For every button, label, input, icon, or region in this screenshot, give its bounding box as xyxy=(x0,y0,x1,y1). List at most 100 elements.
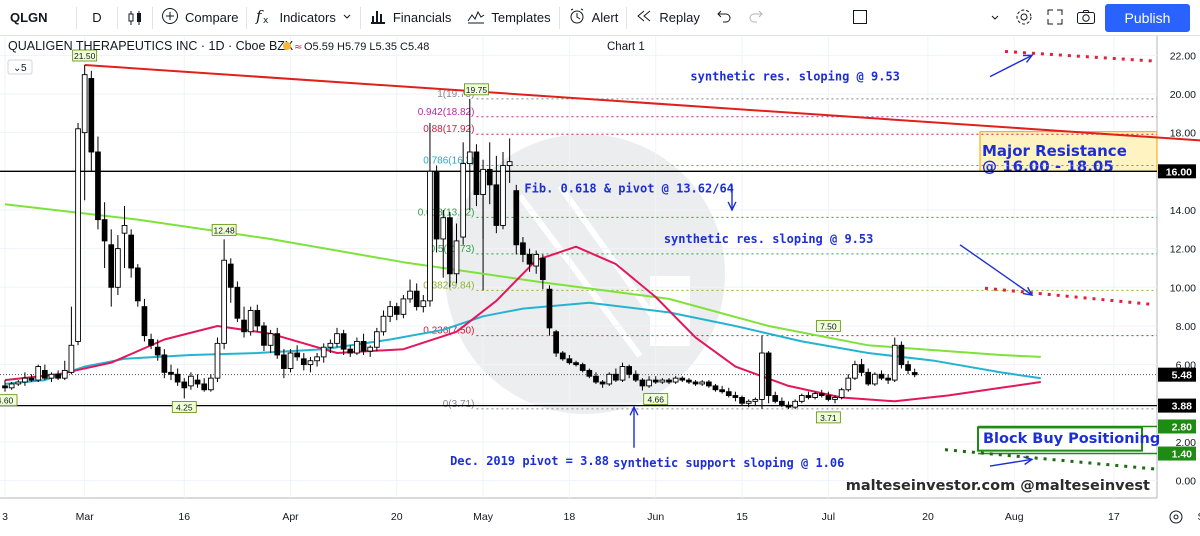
resolution-button[interactable]: D xyxy=(77,0,117,36)
candle xyxy=(221,239,227,350)
compare-button[interactable]: Compare xyxy=(153,0,246,36)
candle xyxy=(15,380,22,386)
arrow-shaft xyxy=(959,244,1033,296)
templates-button[interactable]: Templates xyxy=(459,0,558,36)
chart-annotation: synthetic res. sloping @ 9.53 xyxy=(690,69,900,83)
candle xyxy=(287,349,294,373)
candle xyxy=(320,343,327,363)
candle-body xyxy=(300,358,307,366)
candle-body xyxy=(55,373,61,379)
candle-body xyxy=(705,381,712,387)
save-layout-button[interactable] xyxy=(990,0,1000,36)
candle xyxy=(48,372,55,383)
layout-button[interactable] xyxy=(852,0,868,36)
candle-body xyxy=(473,151,480,195)
candles-icon xyxy=(126,9,144,27)
toolbar-divider xyxy=(359,6,361,29)
chart-type-button[interactable] xyxy=(118,0,152,36)
indicator-toggle[interactable]: ⌄ 5 xyxy=(7,59,33,75)
point-labels-layer: 21.50 19.75 12.48 7.50 4.60 4.25 4.66 3.71 xyxy=(0,49,841,424)
legend-flags: ≈ xyxy=(283,42,302,53)
price-tag: 5.48 xyxy=(1158,367,1196,382)
candle xyxy=(227,258,234,303)
candle-body xyxy=(134,267,141,302)
annotation-boxes-layer: Major Resistance@ 16.00 - 18.05 Block Buy… xyxy=(977,131,1160,455)
replay-button[interactable]: Replay xyxy=(627,0,707,36)
publish-button[interactable]: Publish xyxy=(1105,4,1190,32)
candle xyxy=(725,387,732,398)
snapshot-button[interactable] xyxy=(1076,0,1096,36)
candle-body xyxy=(659,379,666,383)
gear-icon xyxy=(1014,7,1034,30)
financials-label: Financials xyxy=(392,10,452,25)
candle-body xyxy=(566,358,573,364)
candle-body xyxy=(181,381,188,389)
price-tick-label: 22.00 xyxy=(1170,50,1196,62)
alert-button[interactable]: Alert xyxy=(560,0,627,36)
fib-level-label: 0.618(13.62) xyxy=(418,207,475,218)
candle-body xyxy=(393,306,400,315)
candle-body xyxy=(214,342,221,379)
financials-button[interactable]: Financials xyxy=(361,0,460,36)
time-axis[interactable] xyxy=(0,498,1200,536)
settings-button[interactable] xyxy=(1014,0,1034,36)
time-tick-label: Mar xyxy=(76,511,95,523)
chart-pane[interactable] xyxy=(0,36,1157,498)
candle-body xyxy=(161,354,168,373)
candle-body xyxy=(652,379,659,383)
candle xyxy=(553,329,559,357)
block-buy-box xyxy=(977,426,1143,452)
chevron-down-icon xyxy=(990,11,1000,26)
fullscreen-button[interactable] xyxy=(1046,0,1064,36)
candle xyxy=(486,142,493,205)
undo-button[interactable] xyxy=(708,0,740,36)
candle xyxy=(898,341,905,369)
time-tick-label: Jun xyxy=(647,511,664,523)
time-tick-label: Apr xyxy=(282,511,299,523)
candle-body xyxy=(427,170,433,302)
redo-button[interactable] xyxy=(740,0,772,36)
price-tick-label: 2.00 xyxy=(1176,437,1197,449)
candle-body xyxy=(201,383,208,391)
candle xyxy=(41,364,48,381)
candle xyxy=(254,304,261,332)
candle-body xyxy=(526,253,533,265)
time-tick-label: Jul xyxy=(822,511,835,523)
candle xyxy=(825,391,832,402)
candle xyxy=(134,264,141,307)
candle xyxy=(161,349,168,379)
fib-level-label: 0.236(7.50) xyxy=(423,326,474,337)
candle-body xyxy=(493,184,500,226)
interval-badge: 5 xyxy=(21,63,27,74)
price-tag-text: 16.00 xyxy=(1166,166,1192,178)
toolbar-divider xyxy=(117,6,118,29)
candle xyxy=(566,354,573,365)
candle xyxy=(108,229,115,307)
candle-body xyxy=(447,217,453,275)
time-tick-label: Aug xyxy=(1005,511,1024,523)
candle xyxy=(360,333,367,355)
candle xyxy=(380,310,387,336)
price-tag-bg xyxy=(1158,446,1196,461)
price-point-text: 12.48 xyxy=(213,225,235,235)
price-point-box xyxy=(464,83,489,96)
candle xyxy=(61,360,68,381)
camera-icon xyxy=(1076,8,1096,29)
price-chart[interactable]: Major Resistance@ 16.00 - 18.05 Block Buy… xyxy=(0,36,1200,536)
candle-body xyxy=(360,340,367,352)
arrow-head xyxy=(1023,286,1034,296)
fib-level-label: 0.88(17.92) xyxy=(423,124,474,135)
candle-body xyxy=(712,385,719,391)
candle xyxy=(539,254,546,290)
price-tag-text: 5.48 xyxy=(1172,370,1193,382)
candle xyxy=(281,349,287,379)
symbol-search-button[interactable]: QLGN xyxy=(0,0,76,36)
candle xyxy=(759,335,765,409)
candle xyxy=(81,64,88,201)
candle-body xyxy=(553,331,559,354)
candle xyxy=(493,155,500,234)
candle xyxy=(911,368,918,378)
candle xyxy=(666,378,672,384)
candle xyxy=(447,211,453,288)
